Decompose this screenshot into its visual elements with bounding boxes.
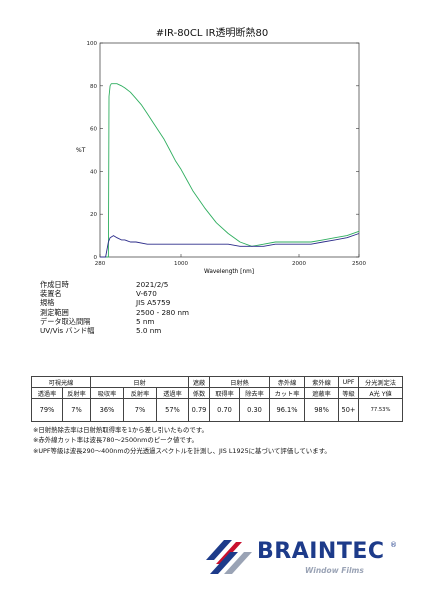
x-axis-label: Wavelength [nm] [204, 269, 254, 275]
value-cell: 57% [155, 398, 190, 422]
subheader-cell: 除去率 [239, 387, 271, 399]
subheader-cell: 取得率 [209, 387, 241, 399]
page-title: #IR-80CL IR透明断熱80 [155, 28, 269, 39]
value-cell: 79% [31, 398, 63, 422]
value-cell: 7% [123, 398, 157, 422]
brand-name: BRAINTEC [257, 539, 385, 564]
info-label: 装置名 [40, 289, 62, 299]
header-solar: 日射 [89, 376, 190, 388]
brand-tagline: Window Films [305, 566, 364, 575]
value-cell: 36% [90, 398, 124, 422]
footnotes: ※日射熱除去率は日射熱取得率を1から差し引いたものです。 ※赤外線カット率は波長… [33, 425, 331, 456]
x-tick-label: 2500 [352, 261, 366, 267]
info-label: UV/Vis バンド幅 [40, 325, 95, 335]
footnote: ※赤外線カット率は波長780〜2500nmのピーク値です。 [33, 436, 198, 445]
value-cell: 0.30 [239, 398, 271, 422]
y-tick-label: 0 [94, 255, 98, 261]
value-cell: 98% [304, 398, 340, 422]
subheader-cell: 透過率 [31, 387, 63, 399]
performance-table: 可視光線 日射 遮蔽 日射熱 赤外線 紫外線 UPF 分光測定法 透過率 反射率… [31, 376, 404, 422]
y-axis-label: %T [76, 147, 86, 154]
y-tick-label: 60 [90, 127, 97, 133]
table-group-header-row: 可視光線 日射 遮蔽 日射熱 赤外線 紫外線 UPF 分光測定法 [31, 376, 404, 388]
info-label: データ取込間隔 [40, 316, 91, 326]
info-value: V-670 [136, 289, 157, 299]
series-line-1 [100, 83, 360, 258]
header-spectral-method: 分光測定法 [358, 376, 404, 388]
value-cell: 77.53% [358, 398, 404, 422]
subheader-cell: A光 Y値 [358, 387, 404, 399]
info-value: 5 nm [136, 316, 155, 326]
header-ultraviolet: 紫外線 [304, 376, 340, 388]
subheader-cell: 等級 [338, 387, 360, 399]
braintec-logo-icon [206, 540, 252, 574]
footnote: ※UPF等級は波長290〜400nmの分光透過スペクトルを計測し、JIS L19… [33, 446, 331, 455]
x-tick-label: 1000 [174, 261, 188, 267]
subheader-cell: 反射率 [123, 387, 157, 399]
y-tick-label: 100 [87, 41, 98, 47]
info-label: 規格 [40, 298, 55, 308]
value-cell: 0.79 [188, 398, 211, 422]
y-tick-label: 20 [90, 212, 97, 218]
y-tick-label: 40 [90, 169, 97, 175]
transmittance-chart: 0 20 40 60 80 100 280 1000 2000 2500 %T Wavelengt… [76, 41, 367, 275]
subheader-cell: 吸収率 [90, 387, 124, 399]
value-cell: 50+ [338, 398, 360, 422]
header-solar-heat: 日射熱 [209, 376, 271, 388]
info-value: 2021/2/5 [136, 280, 169, 289]
info-label: 測定範囲 [40, 307, 69, 317]
table-row: 79% 7% 36% 7% 57% 0.79 0.70 0.30 96.1% 9… [31, 398, 404, 422]
y-tick-label: 80 [90, 84, 97, 90]
x-tick-label: 2000 [292, 261, 306, 267]
chart-series [100, 83, 360, 258]
header-visible-light: 可視光線 [31, 376, 91, 388]
chart-axes: 0 20 40 60 80 100 280 1000 2000 2500 [87, 41, 367, 267]
subheader-cell: 係数 [188, 387, 211, 399]
info-value: 2500 - 280 nm [136, 307, 190, 317]
registered-mark: ® [390, 541, 397, 549]
info-value: JIS A5759 [136, 298, 171, 308]
value-cell: 96.1% [269, 398, 306, 422]
info-label: 作成日時 [40, 280, 69, 289]
header-infrared: 赤外線 [269, 376, 306, 388]
footnote: ※日射熱除去率は日射熱取得率を1から差し引いたものです。 [33, 426, 208, 434]
subheader-cell: 透過率 [155, 387, 190, 399]
info-value: 5.0 nm [136, 325, 162, 335]
subheader-cell: カット率 [269, 387, 306, 399]
x-tick-label: 280 [95, 261, 106, 267]
header-upf: UPF [338, 376, 360, 388]
subheader-cell: 遮蔽率 [304, 387, 340, 399]
table-subheader-row: 透過率 反射率 吸収率 反射率 透過率 係数 取得率 除去率 カット率 遮蔽率 … [31, 387, 404, 399]
plot-frame [99, 42, 360, 258]
value-cell: 0.70 [209, 398, 241, 422]
series-line-2 [100, 233, 360, 258]
header-shading: 遮蔽 [188, 376, 211, 388]
subheader-cell: 反射率 [62, 387, 91, 399]
value-cell: 7% [62, 398, 91, 422]
